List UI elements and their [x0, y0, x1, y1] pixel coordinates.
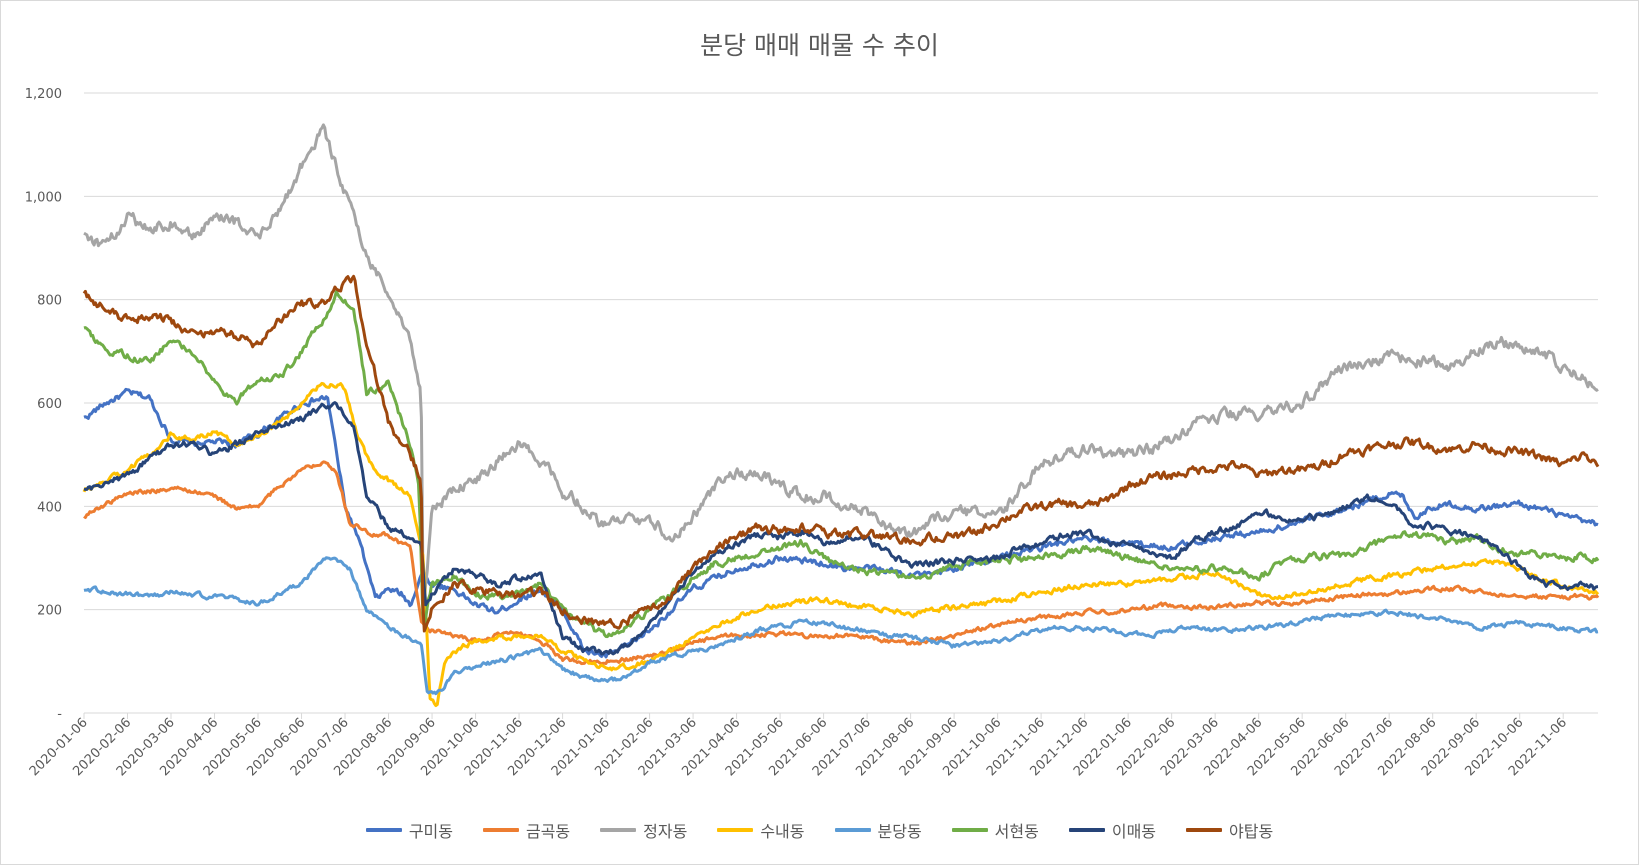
legend-item: 야탑동	[1186, 818, 1273, 842]
series-line-5	[83, 556, 1599, 696]
legend-swatch	[717, 828, 754, 832]
legend: 구미동 금곡동 정자동 수내동 분당동 서현동 이매동 야탑동	[0, 818, 1639, 842]
legend-label: 이매동	[1111, 822, 1157, 841]
legend-label: 분당동	[877, 822, 922, 841]
plot-area	[82, 123, 1600, 708]
y-tick-label: 600	[37, 397, 62, 412]
legend-item: 구미동	[365, 818, 453, 842]
y-tick-label: 200	[37, 604, 62, 619]
chart-title: 분당 매매 매물 수 추이	[700, 31, 939, 60]
legend-item: 정자동	[600, 818, 687, 842]
legend-label: 금곡동	[525, 822, 571, 841]
legend-swatch	[834, 828, 871, 832]
legend-item: 이매동	[1068, 818, 1157, 842]
legend-item: 수내동	[717, 818, 805, 842]
series-line-4	[82, 381, 1600, 708]
legend-item: 서현동	[951, 818, 1039, 842]
legend-swatch	[600, 828, 637, 832]
y-tick-label: 800	[37, 294, 62, 309]
legend-swatch	[482, 828, 519, 832]
legend-label: 야탑동	[1229, 822, 1274, 841]
legend-label: 수내동	[760, 822, 805, 841]
x-axis: 2020-01-062020-02-062020-03-062020-04-06…	[27, 713, 1570, 779]
y-axis: - 200 400 600 800 1,000 1,200	[25, 87, 63, 722]
series-line-1	[83, 387, 1599, 659]
legend-swatch	[951, 828, 988, 832]
series-line-3	[83, 123, 1599, 603]
series-line-2	[83, 460, 1600, 666]
series-line-6	[83, 290, 1600, 639]
y-tick-label: 1,000	[25, 190, 62, 205]
y-tick-label: 1,200	[25, 87, 62, 102]
series-line-7	[83, 401, 1599, 656]
legend-swatch	[1068, 828, 1105, 832]
legend-label: 정자동	[643, 822, 688, 841]
y-tick-label: 400	[37, 500, 62, 515]
legend-swatch	[365, 828, 402, 832]
legend-item: 분당동	[834, 818, 922, 842]
legend-swatch	[1186, 828, 1223, 832]
legend-label: 구미동	[408, 822, 453, 841]
series-line-8	[82, 274, 1600, 633]
legend-item: 금곡동	[482, 818, 571, 842]
y-tick-label: -	[57, 707, 62, 722]
legend-label: 서현동	[994, 822, 1039, 841]
